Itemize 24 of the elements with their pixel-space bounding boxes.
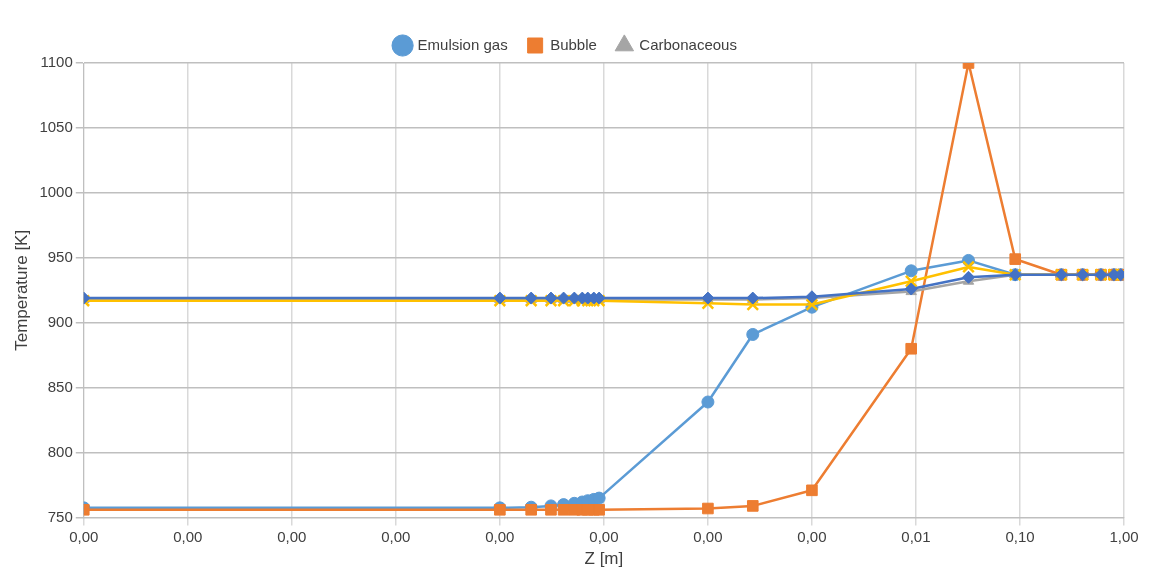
y-tick-label: 750	[47, 507, 73, 525]
legend-label: Carbonaceous	[639, 35, 737, 53]
x-tick-label: 0,10	[1005, 527, 1035, 545]
x-tick-label: 0,00	[797, 527, 827, 545]
y-tick-label: 950	[47, 247, 73, 265]
y-tick-label: 1100	[40, 53, 73, 71]
y-tick-label: 900	[47, 312, 73, 330]
x-tick-label: 0,00	[277, 527, 307, 545]
legend-label: Emulsion gas	[417, 35, 508, 53]
x-tick-label: 0,00	[381, 527, 411, 545]
x-tick-label: 1,00	[1109, 527, 1139, 545]
y-axis-title: Temperature [K]	[11, 229, 31, 351]
x-tick-label: 0,00	[173, 527, 203, 545]
x-tick-label: 0,00	[485, 527, 515, 545]
x-axis-title: Z [m]	[584, 549, 624, 569]
x-tick-label: 0,00	[693, 527, 723, 545]
y-tick-label: 800	[47, 442, 73, 460]
x-tick-label: 0,01	[901, 527, 931, 545]
legend-label: Bubble	[550, 35, 597, 53]
y-tick-label: 1050	[39, 118, 73, 136]
x-tick-label: 0,00	[589, 527, 619, 545]
y-tick-label: 1000	[39, 183, 73, 201]
x-tick-label: 0,00	[69, 527, 99, 545]
y-tick-label: 850	[47, 377, 73, 395]
